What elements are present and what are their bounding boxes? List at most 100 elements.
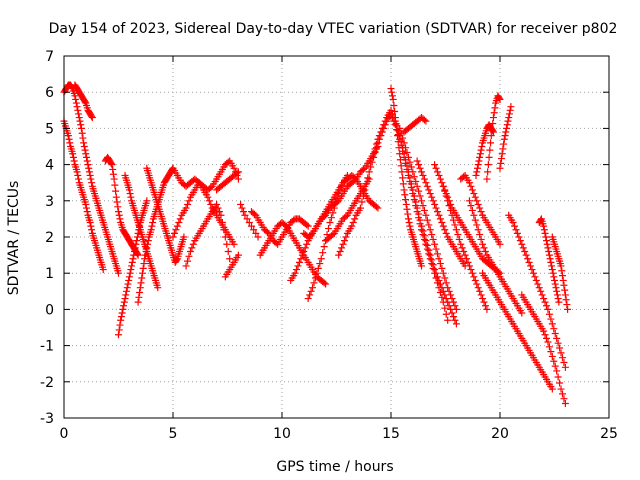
series-track-g (134, 164, 177, 306)
data-point (557, 385, 565, 393)
data-point (420, 175, 428, 183)
data-point (87, 175, 95, 183)
data-point (217, 211, 225, 219)
data-point (218, 219, 226, 227)
data-point (465, 179, 473, 187)
data-point (418, 222, 426, 230)
data-point (550, 325, 558, 333)
data-point (412, 198, 420, 206)
data-point (470, 273, 478, 281)
data-point (368, 158, 376, 166)
data-point (547, 315, 555, 323)
data-point (467, 266, 475, 274)
data-point (78, 129, 86, 137)
data-point (224, 247, 232, 255)
data-point (141, 255, 149, 263)
data-point (173, 222, 181, 230)
data-point (556, 379, 564, 387)
data-point (467, 202, 475, 210)
data-point (230, 164, 238, 172)
data-point (329, 209, 337, 217)
data-point (319, 249, 327, 257)
data-point (495, 94, 503, 102)
data-point (426, 226, 434, 234)
data-point (342, 212, 350, 220)
data-point (432, 269, 440, 277)
data-point (434, 250, 442, 258)
series-track-m (221, 251, 242, 281)
data-point (471, 216, 479, 224)
data-point (188, 244, 196, 252)
data-point (481, 302, 489, 310)
data-point (501, 132, 509, 140)
data-point (416, 216, 424, 224)
data-point (543, 302, 551, 310)
data-point (436, 215, 444, 223)
data-point (431, 200, 439, 208)
data-point (374, 135, 382, 143)
data-point (133, 237, 141, 245)
data-point (422, 237, 430, 245)
data-point (439, 269, 447, 277)
series-track-gg (483, 92, 504, 183)
y-tick-label: 3 (45, 194, 54, 210)
data-point (247, 222, 255, 230)
data-point (122, 287, 130, 295)
data-point (375, 132, 383, 140)
data-point (504, 117, 512, 125)
data-point (477, 208, 485, 216)
data-point (399, 180, 407, 188)
data-point (406, 222, 414, 230)
data-point (457, 240, 465, 248)
data-point (111, 181, 119, 189)
data-point (473, 168, 481, 176)
data-point (75, 110, 83, 118)
data-point (470, 190, 478, 198)
data-point (213, 200, 221, 208)
y-tick-label: 5 (45, 121, 54, 137)
data-point (418, 168, 426, 176)
data-point (473, 280, 481, 288)
data-point (336, 247, 344, 255)
series-track-o (247, 208, 312, 248)
series-track-mm (548, 233, 572, 313)
data-point (252, 229, 260, 237)
data-point (497, 155, 505, 163)
data-point (439, 222, 447, 230)
data-point (322, 280, 330, 288)
data-point (406, 174, 414, 182)
series-track-bb (431, 161, 504, 277)
data-point (367, 163, 375, 171)
data-point (540, 327, 548, 335)
data-point (77, 124, 85, 132)
data-point (84, 161, 92, 169)
data-point (547, 348, 555, 356)
data-point (420, 232, 428, 240)
data-point (442, 279, 450, 287)
data-point (435, 276, 443, 284)
y-tick-label: 1 (45, 266, 54, 282)
data-point (434, 168, 442, 176)
data-point (126, 190, 134, 198)
data-point (473, 197, 481, 205)
data-point (543, 237, 551, 245)
data-point (561, 291, 569, 299)
data-point (465, 197, 473, 205)
data-point (136, 289, 144, 297)
data-point (528, 266, 536, 274)
data-point (406, 158, 414, 166)
data-point (359, 165, 367, 173)
data-point (511, 222, 519, 230)
data-point (115, 326, 123, 334)
data-point (119, 305, 127, 313)
data-point (444, 284, 452, 292)
data-point (172, 226, 180, 234)
data-point (460, 247, 468, 255)
data-point (483, 305, 491, 313)
data-point (82, 150, 90, 158)
data-point (551, 362, 559, 370)
data-point (234, 175, 242, 183)
series-track-a (60, 81, 122, 277)
y-tick-label: -2 (40, 375, 54, 391)
